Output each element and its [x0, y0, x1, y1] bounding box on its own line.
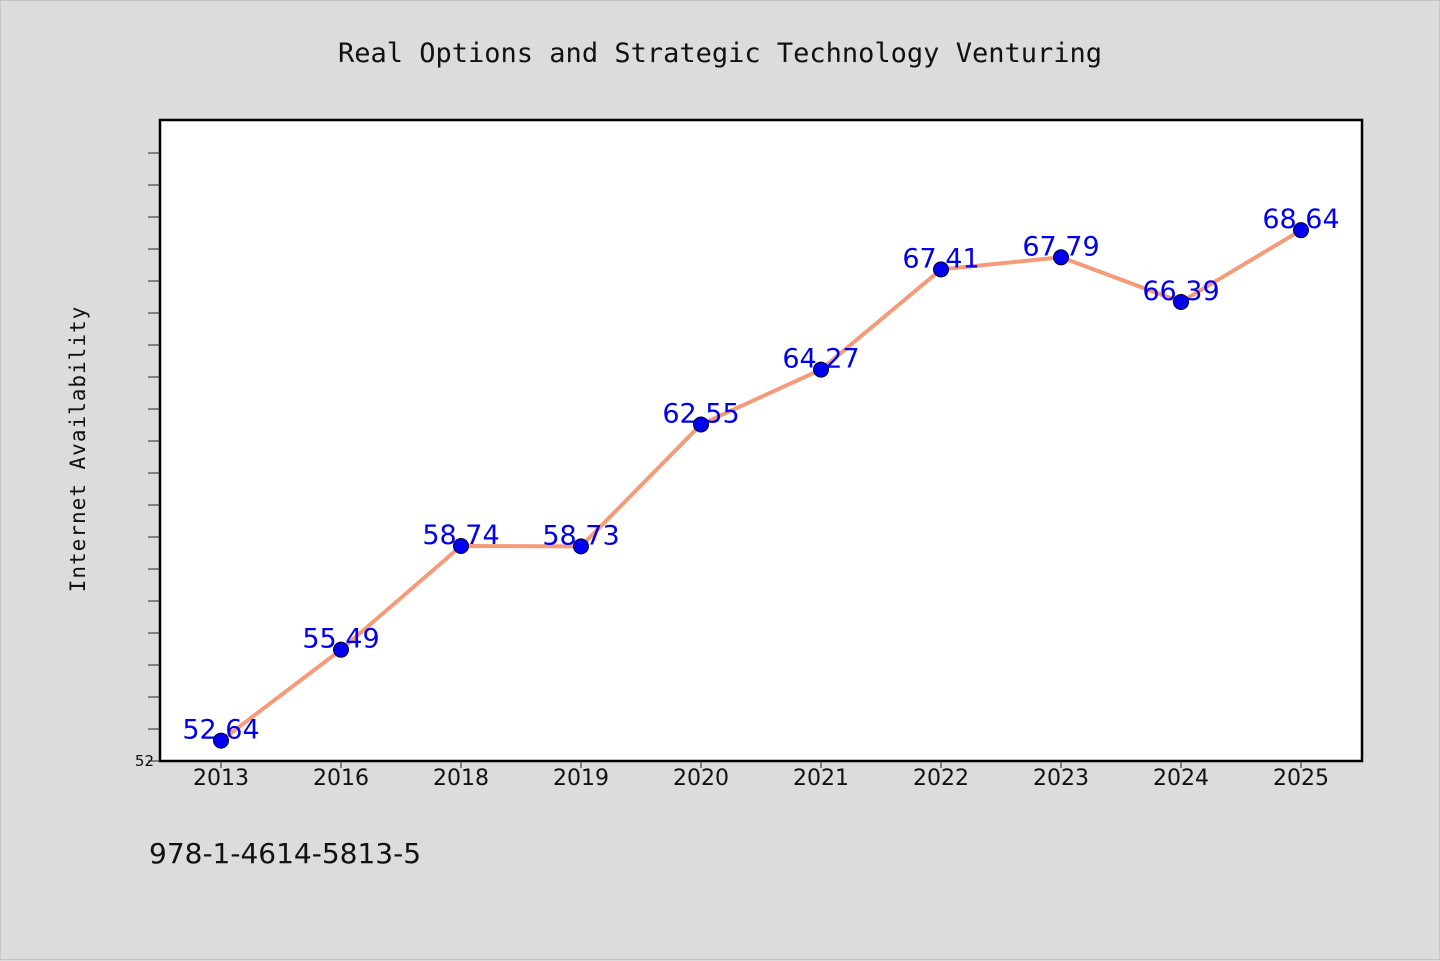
series-line — [219, 228, 1303, 743]
x-tick-label: 2021 — [793, 766, 849, 791]
data-point — [693, 416, 709, 433]
x-tick-label: 2025 — [1273, 766, 1329, 791]
x-tick-label: 2020 — [673, 766, 729, 791]
data-point — [933, 261, 949, 278]
data-point — [453, 537, 469, 554]
x-axis-ticks: 2013 2016 2018 2019 2020 2021 2022 2023 2024 2025 — [193, 761, 1329, 791]
x-tick-label: 2023 — [1033, 766, 1089, 791]
data-point — [1053, 249, 1069, 266]
x-tick-label: 2022 — [913, 766, 969, 791]
y-axis-ticks: 52 — [135, 152, 160, 770]
data-point — [1293, 222, 1309, 239]
x-tick-label: 2018 — [433, 766, 489, 791]
footnote-isbn: 978-1-4614-5813-5 — [149, 837, 421, 870]
data-point — [333, 641, 349, 658]
y-axis-label: Internet Availability — [66, 306, 90, 593]
data-point — [813, 361, 829, 378]
x-tick-label: 2016 — [313, 766, 369, 791]
data-point — [213, 732, 229, 749]
data-point — [573, 538, 589, 555]
x-tick-label: 2019 — [553, 766, 609, 791]
chart-title: Real Options and Strategic Technology Ve… — [338, 38, 1102, 69]
x-tick-label: 2013 — [193, 766, 249, 791]
plot-area — [158, 118, 1364, 763]
y-tick-label: 52 — [135, 752, 154, 770]
data-point — [1173, 293, 1189, 310]
x-tick-label: 2024 — [1153, 766, 1209, 791]
